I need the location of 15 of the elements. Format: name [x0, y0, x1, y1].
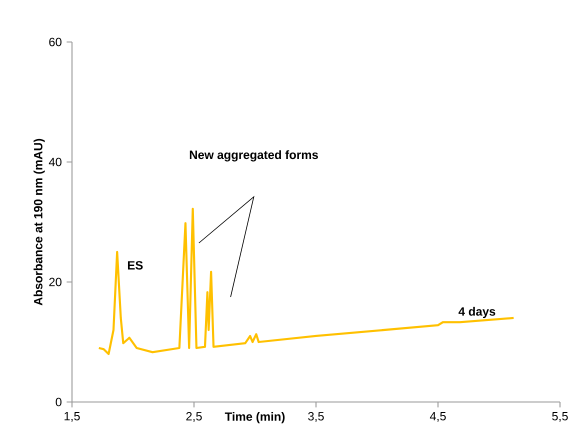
- y-tick-label: 60: [49, 38, 62, 46]
- y-tick-label: 40: [48, 158, 62, 166]
- x-tick-label: 2,5: [186, 412, 202, 422]
- line-series: [98, 208, 515, 356]
- x-tick-label: 5,5: [552, 412, 568, 422]
- x-tick-label: 3,5: [308, 412, 324, 422]
- y-tick-label: 20: [49, 278, 62, 286]
- annotation: New aggregated forms: [190, 150, 318, 162]
- annotation: 4 days: [458, 306, 496, 318]
- annotation: ES: [128, 261, 143, 270]
- x-axis-title: Time (min): [224, 412, 285, 424]
- y-tick-label: 0: [56, 398, 62, 406]
- y-axis-title: Absorbance at 190 nm (mAU): [34, 138, 45, 306]
- x-tick-label: 4,5: [430, 412, 446, 422]
- x-tick-label: 1,5: [64, 412, 80, 422]
